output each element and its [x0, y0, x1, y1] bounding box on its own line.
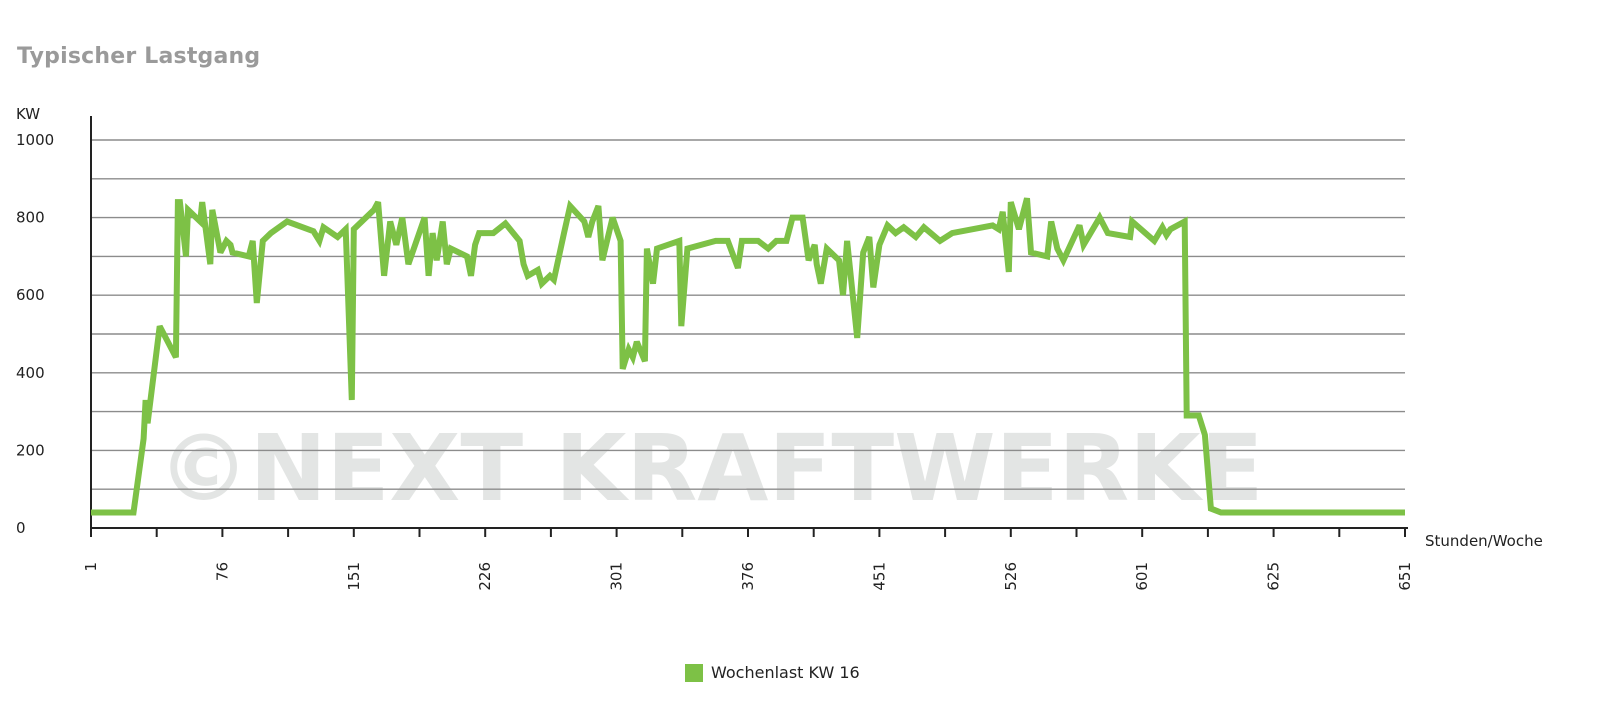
y-tick-label: 200	[16, 441, 45, 459]
x-tick-label: 151	[345, 562, 363, 591]
x-tick-label: 651	[1396, 562, 1414, 591]
x-tick-label: 226	[476, 562, 494, 591]
x-tick-label: 76	[213, 562, 231, 581]
x-tick-label: 625	[1265, 562, 1283, 591]
x-tick-label: 526	[1002, 562, 1020, 591]
y-tick-label: 400	[16, 364, 45, 382]
y-axis-title: KW	[16, 105, 40, 123]
x-tick-label: 451	[870, 562, 888, 591]
x-tick-label: 301	[608, 562, 626, 591]
y-tick-label: 600	[16, 286, 45, 304]
y-tick-label: 0	[16, 519, 26, 537]
y-tick-label: 1000	[16, 131, 54, 149]
legend-label: Wochenlast KW 16	[711, 663, 860, 682]
x-tick-label: 376	[739, 562, 757, 591]
x-tick-label: 1	[82, 562, 100, 572]
watermark: ©NEXT KRAFTWERKE	[158, 415, 1264, 522]
y-tick-label: 800	[16, 209, 45, 227]
x-tick-label: 601	[1133, 562, 1151, 591]
legend-swatch	[685, 664, 703, 682]
x-axis-title: Stunden/Woche	[1425, 532, 1543, 550]
watermark-text: ©NEXT KRAFTWERKE	[158, 415, 1264, 522]
legend: Wochenlast KW 16	[685, 663, 860, 682]
